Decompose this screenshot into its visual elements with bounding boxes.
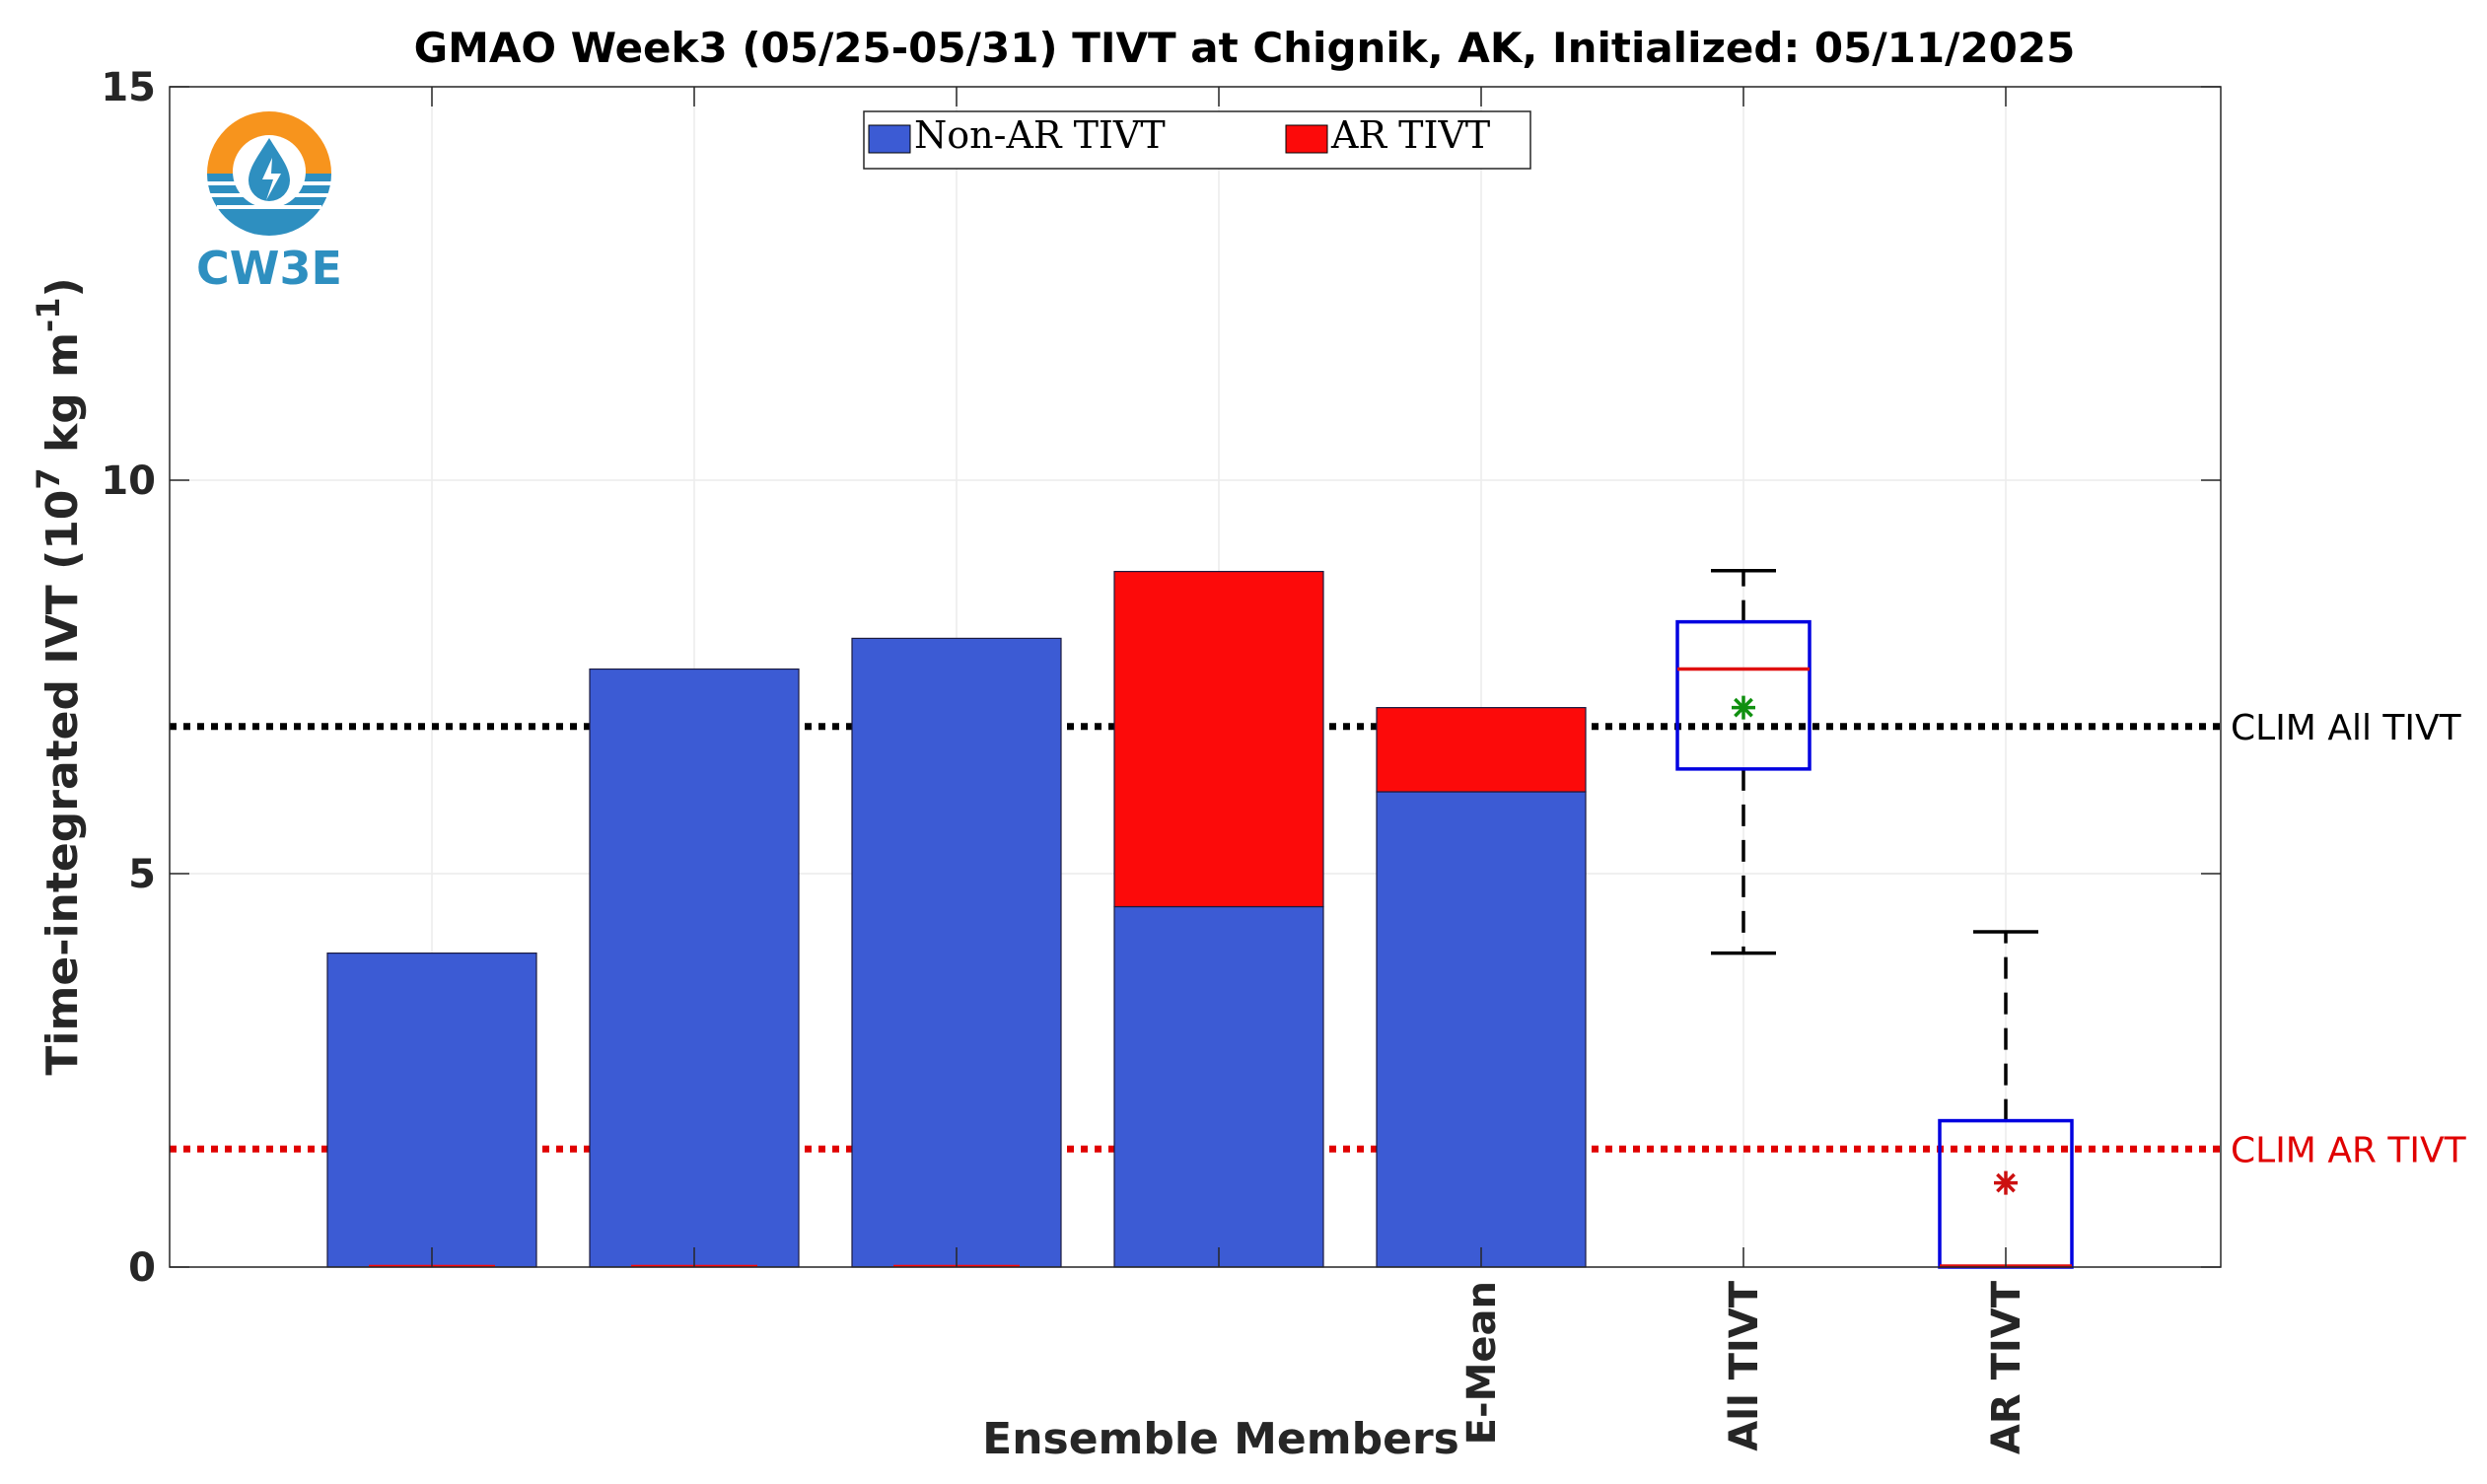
bar-group xyxy=(326,570,1587,1268)
x-tick-label: All TIVT xyxy=(1722,1280,1767,1450)
plot-frame xyxy=(169,86,2222,1268)
legend-swatch-non-ar xyxy=(868,124,911,154)
x-axis-label: Ensemble Members xyxy=(982,1414,1459,1464)
bar-non-ar xyxy=(851,637,1062,1268)
legend-box xyxy=(863,110,1531,170)
y-tick-label: 15 xyxy=(101,65,156,110)
legend: Non-AR TIVT AR TIVT xyxy=(863,110,1531,170)
y-axis-ticks: 0 5 10 15 xyxy=(101,65,2221,1291)
y-tick-label: 10 xyxy=(101,459,156,504)
y-tick-label: 5 xyxy=(128,852,156,897)
y-axis-label-end: ) xyxy=(37,277,88,297)
legend-label-non-ar: Non-AR TIVT xyxy=(914,113,1166,157)
y-axis-label: Time-integrated IVT (107 kg m-1) xyxy=(30,277,88,1075)
box-mean-marker xyxy=(1994,1170,2018,1195)
chart-title: GMAO Week3 (05/25-05/31) TIVT at Chignik… xyxy=(414,24,2076,72)
mean-star-stroke xyxy=(1996,1172,2016,1193)
bar-ar xyxy=(1376,707,1587,793)
box-mean-marker xyxy=(1732,695,1755,720)
logo-text: CW3E xyxy=(196,242,342,295)
y-axis-label-exp: 7 xyxy=(30,467,67,489)
bar-non-ar xyxy=(326,952,537,1268)
bar-non-ar xyxy=(589,668,800,1268)
y-tick-label: 0 xyxy=(128,1245,156,1291)
bar-non-ar xyxy=(1376,791,1587,1268)
x-axis-ticks: E-Mean All TIVT AR TIVT xyxy=(431,87,2029,1454)
legend-label-ar: AR TIVT xyxy=(1330,113,1490,157)
reference-line-label: CLIM AR TIVT xyxy=(2231,1130,2467,1170)
cw3e-logo: CW3E xyxy=(196,111,342,295)
box-iqr xyxy=(1675,619,1812,771)
legend-swatch-ar xyxy=(1285,124,1328,154)
y-axis-label-exp2: -1 xyxy=(30,298,67,333)
x-tick-label: AR TIVT xyxy=(1984,1280,2029,1454)
mean-star-stroke xyxy=(1734,697,1753,718)
logo-bolt-icon xyxy=(262,158,281,200)
y-axis-label-main: Time-integrated IVT (10 xyxy=(37,490,88,1076)
y-axis-label-mid: kg m xyxy=(37,332,88,467)
bar-ar xyxy=(1113,570,1324,908)
bar-non-ar xyxy=(1113,905,1324,1268)
reference-line-label: CLIM All TIVT xyxy=(2231,708,2462,748)
x-tick-label: E-Mean xyxy=(1459,1281,1505,1445)
